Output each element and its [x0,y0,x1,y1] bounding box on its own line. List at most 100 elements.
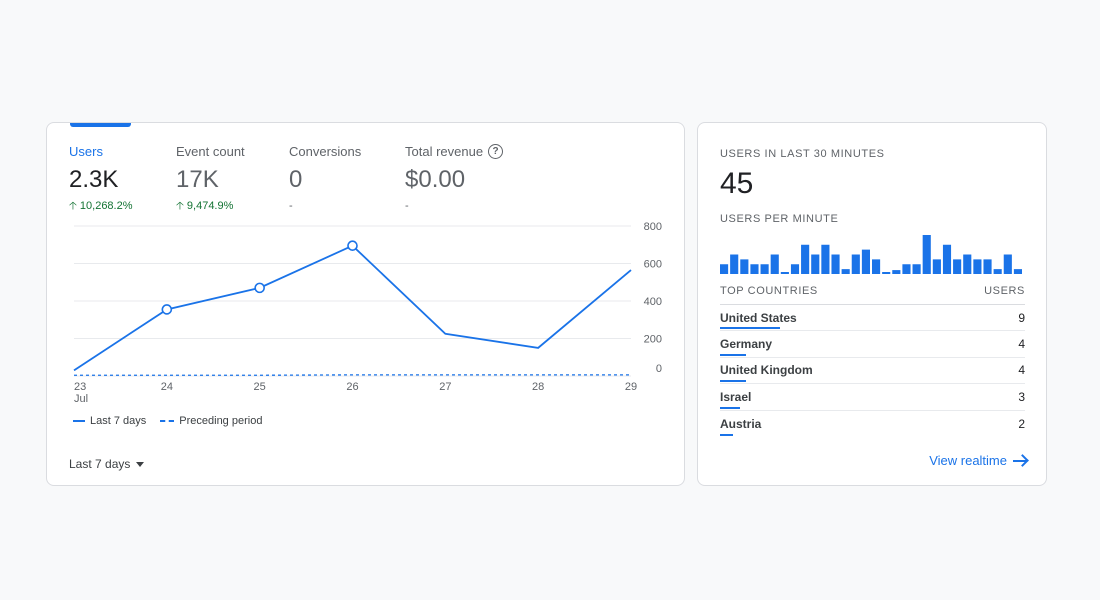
minute-bar[interactable] [750,264,759,274]
country-share-bar [720,406,740,409]
series-line-current [73,244,632,372]
country-row[interactable]: United Kingdom 4 [720,358,1025,385]
minute-bar[interactable] [821,244,830,274]
active-tab-indicator [70,123,131,127]
minute-bar[interactable] [993,269,1002,274]
country-row[interactable]: Germany 4 [720,331,1025,358]
users-per-minute-chart [720,235,1022,275]
minute-bar[interactable] [882,272,891,274]
metric-delta: - [405,200,409,212]
y-tick-label: 600 [644,259,662,271]
realtime-heading: USERS IN LAST 30 MINUTES [720,148,885,160]
data-point-marker[interactable] [161,304,173,315]
countries-header: TOP COUNTRIES USERS [720,285,1025,305]
metric-delta: 🡡 9,474.9% [176,199,245,213]
minute-bar[interactable] [780,272,789,274]
metric-tab-event-count[interactable]: Event count 17K 🡡 9,474.9% [176,143,245,213]
minute-bar[interactable] [841,269,850,274]
minute-bar[interactable] [902,264,911,274]
metric-delta: 🡡 10,268.2% [69,199,133,213]
legend-swatch-dashed [160,420,175,422]
country-row[interactable]: Austria 2 [720,411,1025,437]
legend-item-current[interactable]: Last 7 days [73,415,146,427]
minute-bar[interactable] [912,264,921,274]
countries-header-right: USERS [984,285,1025,297]
x-tick-label: 23 [74,381,86,393]
y-tick-label: 400 [644,296,662,308]
data-point-marker[interactable] [347,240,358,251]
country-users: 3 [1018,389,1025,404]
legend-label: Preceding period [179,415,263,427]
minute-bar[interactable] [892,270,901,274]
minute-bar[interactable] [983,259,992,274]
minute-bar[interactable] [801,244,810,274]
countries-header-left: TOP COUNTRIES [720,285,818,297]
minute-bar[interactable] [790,264,800,274]
minute-bar[interactable] [1003,254,1012,275]
metric-delta-value: 10,268.2% [79,200,133,212]
minute-bar[interactable] [720,264,729,274]
realtime-card: USERS IN LAST 30 MINUTES 45 USERS PER MI… [697,122,1047,486]
data-point-marker[interactable] [254,282,265,294]
view-realtime-link[interactable]: View realtime [929,453,1028,468]
minute-bar[interactable] [953,259,962,274]
minute-bar[interactable] [963,254,972,275]
help-circle-icon[interactable]: ? [488,143,504,159]
minute-bar[interactable] [770,254,779,275]
metric-delta-value: 9,474.9% [186,200,234,212]
arrow-right-icon [1013,455,1028,467]
minute-bar[interactable] [730,254,739,275]
x-tick-label: 24 [161,381,173,393]
metric-label: Total revenue ? [405,143,504,159]
country-row[interactable]: Israel 3 [720,384,1025,411]
minute-bar[interactable] [973,259,982,274]
legend-item-previous[interactable]: Preceding period [160,415,262,427]
x-tick-label: 25 [254,381,266,393]
x-tick-label: 26 [346,381,358,393]
country-row[interactable]: United States 9 [720,305,1025,332]
y-tick-label: 200 [644,334,662,346]
y-tick-label: 800 [644,221,662,233]
minute-bar[interactable] [811,254,820,275]
metric-tab-conversions[interactable]: Conversions 0 - [289,143,361,213]
minute-bar[interactable] [760,264,769,274]
minute-bar[interactable] [831,254,840,275]
country-name: United Kingdom [720,363,813,378]
per-minute-heading: USERS PER MINUTE [720,213,839,225]
metric-tab-total-revenue[interactable]: Total revenue ? $0.00 - [405,143,504,213]
realtime-user-count: 45 [720,167,754,200]
metric-value: 0 [289,166,303,193]
x-tick-label: 28 [532,381,544,393]
metric-label: Event count [176,143,245,159]
minute-bar[interactable] [851,254,860,275]
metric-label: Conversions [289,143,362,159]
metric-tab-users[interactable]: Users 2.3K 🡡 10,268.2% [69,143,133,213]
metric-delta: - [289,200,293,212]
minute-bar[interactable] [932,259,941,274]
minute-bar[interactable] [872,259,881,274]
country-share-bar [720,433,733,436]
metric-value: 17K [176,166,219,193]
minute-bar[interactable] [942,244,952,274]
arrow-up-icon: 🡡 [69,199,77,212]
country-users: 4 [1018,363,1025,378]
legend-swatch-solid [73,420,85,422]
minute-bar[interactable] [922,235,931,274]
country-users: 9 [1018,310,1025,325]
overview-card: Users 2.3K 🡡 10,268.2% Event count 17K 🡡… [46,122,685,486]
legend-label: Last 7 days [90,415,147,427]
date-range-dropdown[interactable]: Last 7 days [69,457,145,471]
country-name: Germany [720,337,773,352]
date-range-label: Last 7 days [69,457,131,471]
minute-bar[interactable] [861,249,870,274]
users-line-chart: 800 600 400 200 0 23 24 25 26 27 28 29 Jul [73,221,662,405]
country-list: United States 9 Germany 4 United Kingdom 4 Isr… [720,305,1025,437]
view-realtime-label: View realtime [929,453,1007,468]
arrow-up-icon: 🡡 [176,199,184,212]
caret-down-icon [136,462,145,467]
country-share-bar [720,380,746,383]
minute-bar[interactable] [740,259,749,274]
y-tick-label: 0 [656,363,662,375]
metric-value: $0.00 [405,166,466,193]
minute-bar[interactable] [1013,269,1022,274]
